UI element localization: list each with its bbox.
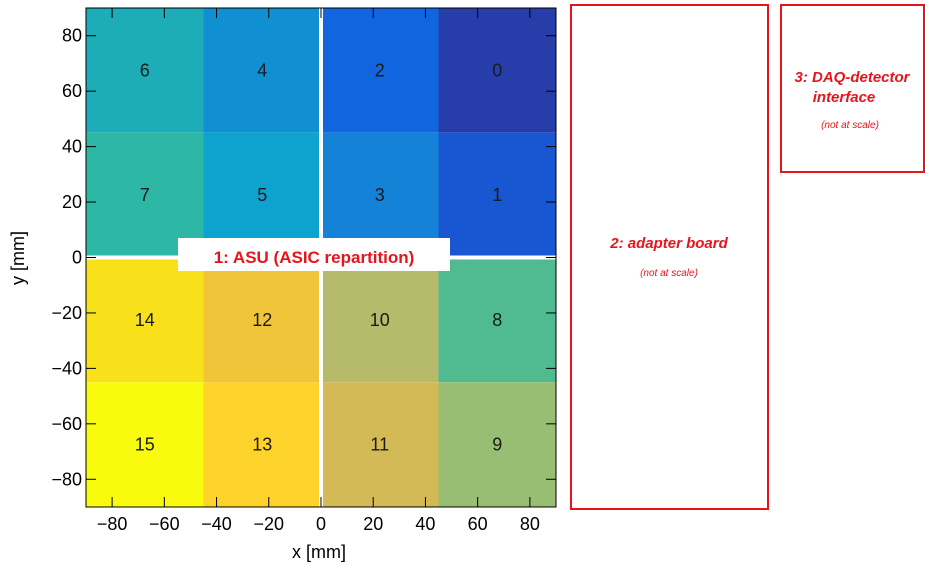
x-tick-label: −20 bbox=[254, 514, 285, 534]
cell-label-0: 0 bbox=[492, 60, 502, 80]
heatmap-cell-0 bbox=[438, 8, 556, 133]
y-tick-label: −20 bbox=[51, 303, 82, 323]
x-tick-label: 80 bbox=[520, 514, 540, 534]
cell-label-14: 14 bbox=[135, 310, 155, 330]
x-tick-label: 20 bbox=[363, 514, 383, 534]
cell-label-10: 10 bbox=[370, 310, 390, 330]
x-axis-label: x [mm] bbox=[292, 542, 346, 562]
cell-label-13: 13 bbox=[252, 435, 272, 455]
cell-label-7: 7 bbox=[140, 185, 150, 205]
y-tick-label: 60 bbox=[62, 81, 82, 101]
daq-interface-title-line1: 3: DAQ-detector bbox=[794, 69, 910, 86]
y-tick-label: 40 bbox=[62, 137, 82, 157]
x-tick-label: −60 bbox=[149, 514, 180, 534]
heatmap-cell-14 bbox=[86, 257, 204, 383]
heatmap-cell-3 bbox=[321, 132, 439, 258]
heatmap-cell-8 bbox=[438, 257, 556, 383]
adapter-board-title: 2: adapter board bbox=[609, 235, 728, 252]
x-tick-label: −80 bbox=[97, 514, 128, 534]
cell-label-5: 5 bbox=[257, 185, 267, 205]
heatmap-cell-11 bbox=[321, 382, 439, 507]
y-tick-label: −40 bbox=[51, 358, 82, 378]
daq-interface-note: (not at scale) bbox=[821, 120, 879, 131]
x-tick-label: 40 bbox=[415, 514, 435, 534]
cell-label-1: 1 bbox=[492, 185, 502, 205]
y-tick-label: 20 bbox=[62, 192, 82, 212]
x-tick-label: −40 bbox=[201, 514, 232, 534]
daq-interface-box: 3: DAQ-detector interface (not at scale) bbox=[780, 4, 925, 173]
x-axis-ticks: −80 −60 −40 −20 0 20 40 60 80 bbox=[97, 8, 540, 534]
heatmap-cell-12 bbox=[203, 257, 321, 383]
asu-label-background bbox=[178, 238, 450, 271]
daq-interface-border bbox=[780, 4, 925, 173]
x-tick-label: 0 bbox=[316, 514, 326, 534]
heatmap-cell-10 bbox=[321, 257, 439, 383]
y-tick-label: 80 bbox=[62, 26, 82, 46]
heatmap-cells bbox=[86, 8, 556, 507]
adapter-board-border bbox=[570, 4, 769, 510]
x-tick-label: 60 bbox=[468, 514, 488, 534]
asu-label: 1: ASU (ASIC repartition) bbox=[214, 248, 415, 267]
y-axis-label: y [mm] bbox=[8, 231, 28, 285]
heatmap-cell-15 bbox=[86, 382, 204, 507]
heatmap-plot: 6 4 2 07 5 3 114 12 10 815 13 11 9 −80 −60 −40 −20 0 20 40… bbox=[8, 7, 557, 562]
y-tick-label: 0 bbox=[72, 248, 82, 268]
cell-label-11: 11 bbox=[370, 435, 389, 455]
heatmap-cell-4 bbox=[203, 8, 321, 133]
daq-interface-title-line2: interface bbox=[813, 89, 876, 106]
cell-label-4: 4 bbox=[257, 60, 267, 80]
y-tick-label: −60 bbox=[51, 414, 82, 434]
adapter-board-note: (not at scale) bbox=[640, 268, 698, 279]
cell-label-12: 12 bbox=[252, 310, 272, 330]
heatmap-cell-2 bbox=[321, 8, 439, 133]
y-tick-label: −80 bbox=[51, 469, 82, 489]
cell-label-2: 2 bbox=[375, 60, 385, 80]
heatmap-cell-7 bbox=[86, 132, 204, 258]
cell-label-3: 3 bbox=[375, 185, 385, 205]
cell-label-8: 8 bbox=[492, 310, 502, 330]
heatmap-cell-labels: 6 4 2 0 7 5 3 1 14 12 10 8 15 13 11 9 bbox=[135, 60, 503, 454]
heatmap-cell-13 bbox=[203, 382, 321, 507]
cell-label-15: 15 bbox=[135, 435, 155, 455]
heatmap-cell-1 bbox=[438, 132, 556, 258]
heatmap-cell-5 bbox=[203, 132, 321, 258]
cell-label-6: 6 bbox=[140, 60, 150, 80]
heatmap-cell-9 bbox=[438, 382, 556, 507]
heatmap-cell-6 bbox=[86, 8, 204, 133]
cell-label-9: 9 bbox=[492, 435, 502, 455]
adapter-board-box: 2: adapter board (not at scale) bbox=[570, 4, 769, 510]
